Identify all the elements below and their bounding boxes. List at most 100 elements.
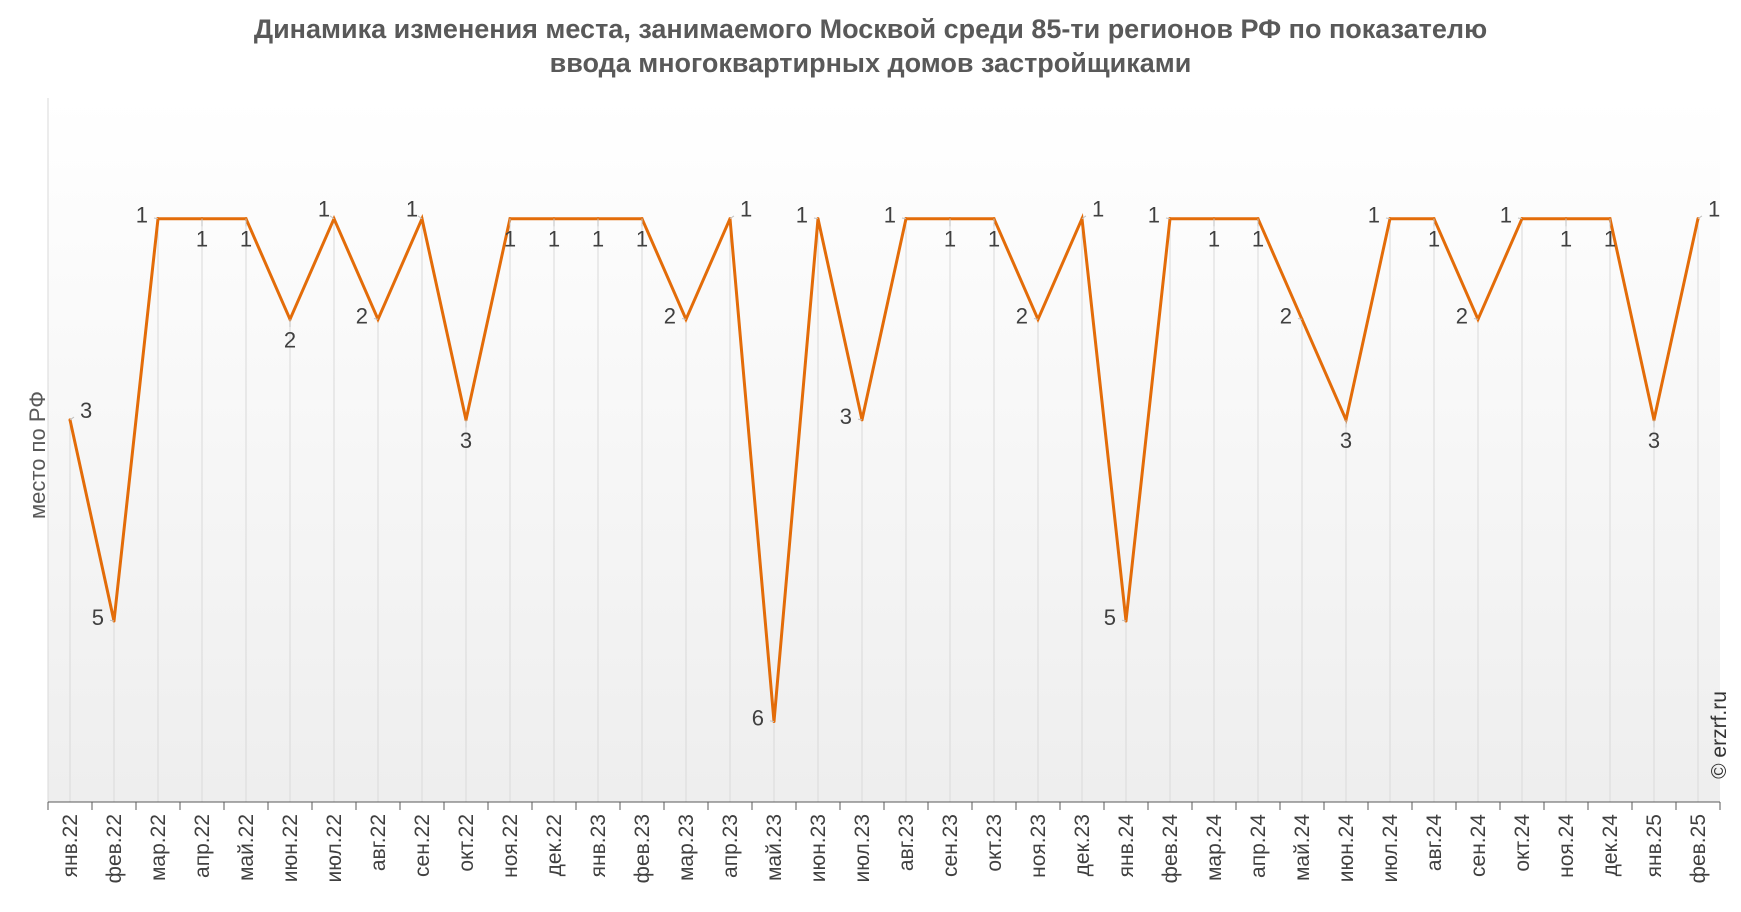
data-label: 1	[240, 227, 252, 252]
data-label-leader	[1081, 215, 1087, 220]
data-label: 5	[1104, 605, 1116, 630]
data-label-leader	[109, 619, 115, 622]
x-tick-label: мар.24	[1203, 814, 1226, 881]
x-tick-label: окт.24	[1511, 814, 1534, 872]
data-label: 1	[1560, 227, 1572, 252]
data-label: 3	[80, 398, 92, 423]
data-label-leader	[417, 215, 423, 220]
data-label-leader	[1697, 215, 1703, 220]
data-label-leader	[1473, 318, 1479, 320]
data-label-leader	[1385, 217, 1391, 220]
data-label-leader	[901, 217, 907, 220]
data-label-leader	[69, 416, 75, 421]
chart-title: Динамика изменения места, занимаемого Мо…	[0, 12, 1741, 80]
data-label: 1	[1148, 203, 1160, 228]
x-tick-label: дек.23	[1071, 814, 1094, 876]
data-label: 5	[92, 605, 104, 630]
x-tick-label: сен.24	[1467, 814, 1490, 877]
chart-title-line-1: Динамика изменения места, занимаемого Мо…	[253, 14, 1488, 44]
data-label: 1	[592, 227, 604, 252]
data-label: 1	[740, 197, 752, 222]
data-label: 1	[1208, 227, 1220, 252]
x-tick-label: май.24	[1291, 814, 1314, 881]
data-label: 2	[356, 303, 368, 328]
x-tick-label: июл.24	[1379, 814, 1402, 883]
data-label-leader	[1165, 217, 1171, 220]
data-label: 1	[1708, 197, 1720, 222]
x-tick-label: фев.25	[1687, 814, 1710, 883]
data-label: 1	[406, 197, 418, 222]
data-label: 1	[504, 227, 516, 252]
x-tick-label: апр.23	[719, 814, 742, 878]
x-tick-label: фев.23	[631, 814, 654, 883]
x-tick-label: апр.22	[191, 814, 214, 878]
data-label-leader	[769, 720, 775, 723]
data-label: 1	[196, 227, 208, 252]
x-tick-label: июн.23	[807, 814, 830, 882]
x-tick-label: фев.24	[1159, 814, 1182, 884]
x-tick-label: ноя.22	[499, 814, 522, 878]
x-tick-label: окт.23	[983, 814, 1006, 872]
x-tick-label: фев.22	[103, 814, 126, 883]
credit-text: © erzrf.ru	[1708, 691, 1731, 779]
x-tick-label: мар.22	[147, 814, 170, 881]
chart-title-line-2: ввода многоквартирных домов застройщикам…	[549, 48, 1192, 78]
data-label-leader	[1297, 318, 1303, 320]
x-tick-label: янв.22	[59, 814, 82, 877]
x-tick-label: дек.24	[1599, 814, 1622, 877]
x-tick-label: мар.23	[675, 814, 698, 881]
data-label: 3	[460, 428, 472, 453]
x-tick-label: ноя.23	[1027, 814, 1050, 878]
data-label-leader	[857, 418, 863, 421]
data-label-leader	[1121, 619, 1127, 622]
data-label: 3	[840, 404, 852, 429]
data-label: 1	[988, 227, 1000, 252]
x-tick-label: май.22	[235, 814, 258, 881]
data-label: 1	[944, 227, 956, 252]
data-label-leader	[1517, 217, 1523, 220]
data-label: 1	[1604, 227, 1616, 252]
x-tick-label: ноя.24	[1555, 814, 1578, 878]
data-label: 1	[136, 203, 148, 228]
data-label: 1	[796, 203, 808, 228]
x-tick-label: сен.23	[939, 814, 962, 877]
data-label: 1	[318, 197, 330, 222]
x-tick-label: янв.25	[1643, 814, 1666, 877]
x-tick-label: апр.24	[1247, 814, 1270, 878]
x-tick-label: июл.23	[851, 814, 874, 882]
data-label-leader	[813, 217, 819, 220]
data-label-leader	[329, 215, 335, 220]
x-tick-label: авг.22	[367, 814, 390, 871]
data-label: 2	[284, 327, 296, 352]
data-label: 1	[1500, 203, 1512, 228]
x-tick-label: янв.23	[587, 814, 610, 877]
x-tick-label: авг.23	[895, 814, 918, 871]
data-label: 1	[1252, 227, 1264, 252]
x-tick-label: сен.22	[411, 814, 434, 877]
data-label: 1	[884, 203, 896, 228]
data-label: 3	[1648, 428, 1660, 453]
series-line	[68, 212, 1700, 722]
x-tick-label: июн.24	[1335, 814, 1358, 883]
data-label-leader	[373, 318, 379, 320]
data-label: 1	[1428, 227, 1440, 252]
data-label-leader	[1033, 318, 1039, 320]
data-label-leader	[681, 318, 687, 320]
x-tick-label: май.23	[763, 814, 786, 881]
data-label: 3	[1340, 428, 1352, 453]
data-label: 1	[1368, 203, 1380, 228]
data-label: 2	[1280, 303, 1292, 328]
data-label: 2	[1016, 303, 1028, 328]
data-label: 6	[752, 706, 764, 731]
x-tick-label: июл.22	[323, 814, 346, 882]
x-tick-label: июн.22	[279, 814, 302, 882]
x-tick-label: окт.22	[455, 814, 478, 872]
data-label-leader	[729, 215, 735, 220]
x-tick-label: авг.24	[1423, 814, 1446, 871]
data-label: 2	[664, 303, 676, 328]
data-label-leader	[153, 217, 159, 220]
data-label: 1	[548, 227, 560, 252]
x-tick-label: янв.24	[1115, 814, 1138, 878]
plot-area	[48, 98, 1720, 802]
